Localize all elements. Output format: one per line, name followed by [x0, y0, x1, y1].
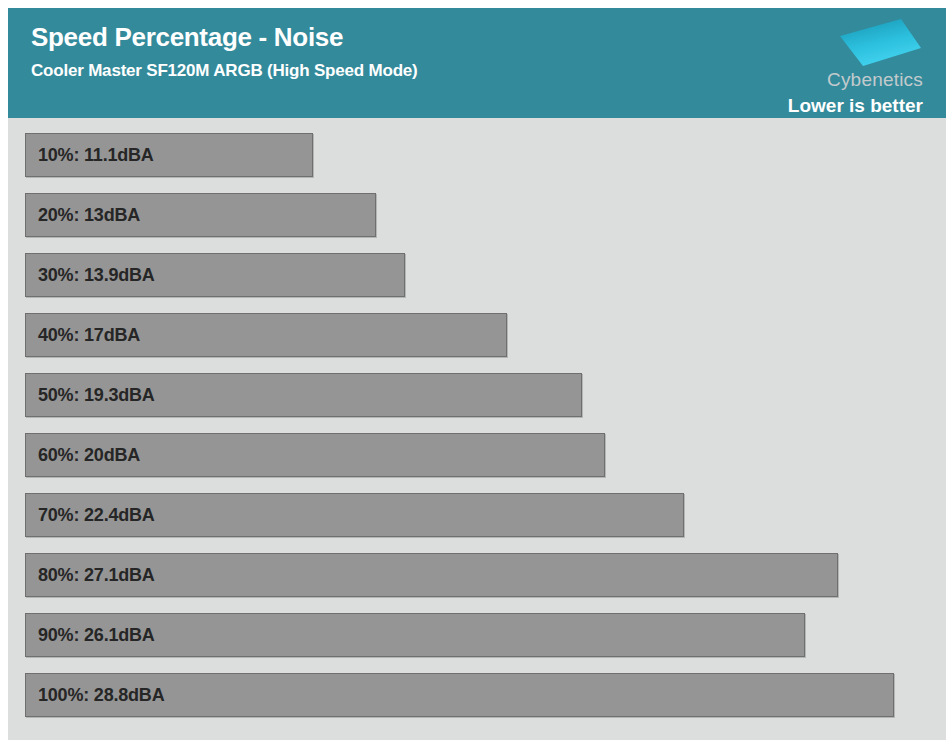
bar-row: 80%: 27.1dBA: [25, 553, 946, 597]
cybenetics-logo-icon: [837, 16, 923, 68]
bar: 50%: 19.3dBA: [25, 373, 582, 417]
bar-row: 50%: 19.3dBA: [25, 373, 946, 417]
bar-row: 40%: 17dBA: [25, 313, 946, 357]
bar: 10%: 11.1dBA: [25, 133, 313, 177]
brand-name: Cybenetics: [827, 69, 923, 90]
bar: 70%: 22.4dBA: [25, 493, 684, 537]
bar-label: 50%: 19.3dBA: [38, 385, 155, 406]
chart-header: Speed Percentage - Noise Cooler Master S…: [8, 8, 946, 118]
bar: 90%: 26.1dBA: [25, 613, 805, 657]
brand-block: Cybenetics Lower is better: [788, 16, 923, 117]
bar-label: 90%: 26.1dBA: [38, 625, 155, 646]
bar-label: 80%: 27.1dBA: [38, 565, 155, 586]
bar-row: 30%: 13.9dBA: [25, 253, 946, 297]
bar-chart: 10%: 11.1dBA 20%: 13dBA 30%: 13.9dBA 40%: 1…: [8, 118, 946, 740]
bar-label: 10%: 11.1dBA: [38, 145, 154, 166]
bar-label: 60%: 20dBA: [38, 445, 140, 466]
bar: 80%: 27.1dBA: [25, 553, 838, 597]
bar-row: 100%: 28.8dBA: [25, 673, 946, 717]
bar: 100%: 28.8dBA: [25, 673, 894, 717]
bar-row: 10%: 11.1dBA: [25, 133, 946, 177]
bar-label: 100%: 28.8dBA: [38, 685, 164, 706]
bar-row: 90%: 26.1dBA: [25, 613, 946, 657]
bar-label: 30%: 13.9dBA: [38, 265, 155, 286]
chart-frame: Speed Percentage - Noise Cooler Master S…: [8, 8, 946, 740]
bar: 60%: 20dBA: [25, 433, 605, 477]
lower-is-better-note: Lower is better: [788, 95, 923, 117]
bar: 20%: 13dBA: [25, 193, 376, 237]
bar-label: 40%: 17dBA: [38, 325, 140, 346]
bar: 30%: 13.9dBA: [25, 253, 405, 297]
bar-row: 20%: 13dBA: [25, 193, 946, 237]
bar-label: 20%: 13dBA: [38, 205, 140, 226]
bar-row: 70%: 22.4dBA: [25, 493, 946, 537]
bar-label: 70%: 22.4dBA: [38, 505, 155, 526]
bar-row: 60%: 20dBA: [25, 433, 946, 477]
bar: 40%: 17dBA: [25, 313, 507, 357]
